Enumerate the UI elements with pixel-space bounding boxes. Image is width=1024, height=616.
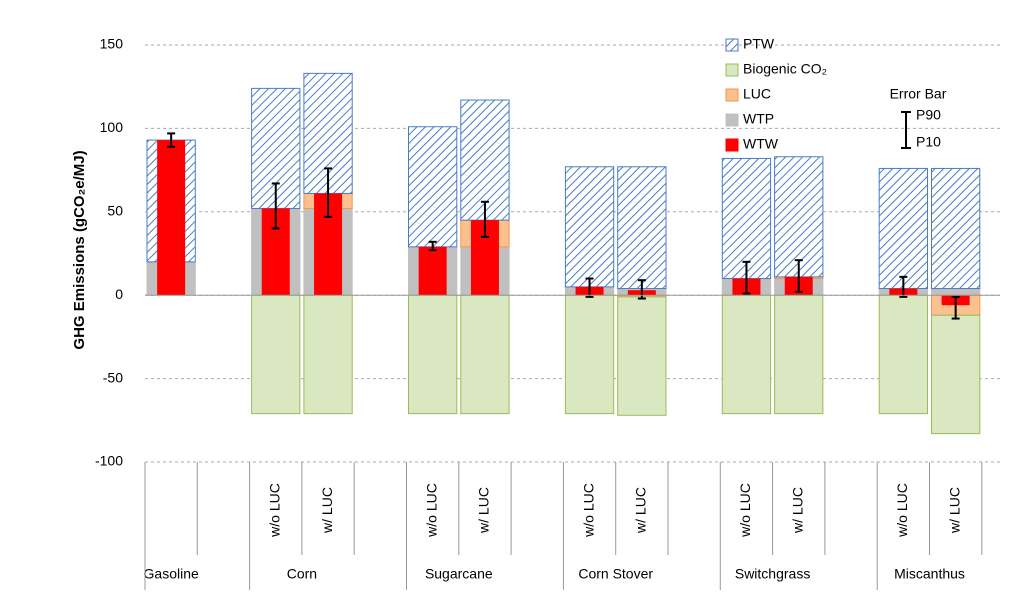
legend-swatch	[725, 38, 739, 52]
error-bar	[899, 275, 908, 298]
bar-segment	[721, 157, 772, 280]
legend-swatch	[725, 88, 739, 102]
x-tick-label: w/ LUC	[476, 487, 492, 534]
legend-label: LUC	[743, 86, 771, 102]
bar-segment	[460, 99, 510, 221]
error-bar	[324, 167, 333, 218]
error-bar	[742, 260, 751, 295]
error-bar	[167, 132, 176, 148]
bar-segment	[460, 294, 510, 415]
legend-swatch	[725, 63, 739, 77]
x-tick-label: w/ LUC	[789, 487, 805, 534]
y-tick-label: 50	[107, 203, 123, 219]
legend-label: Biogenic CO₂	[743, 61, 827, 77]
bar-segment	[564, 166, 615, 288]
bar-segment	[878, 167, 929, 290]
bar-segment	[617, 166, 667, 290]
group-label: Miscanthus	[894, 566, 965, 582]
x-tick-label: w/ LUC	[319, 487, 335, 534]
error-legend-low: P10	[916, 134, 941, 150]
legend-swatch	[725, 138, 739, 152]
error-legend-high: P90	[916, 107, 941, 123]
x-tick-label: w/ LUC	[633, 487, 649, 534]
x-tick-label: w/o LUC	[894, 483, 910, 538]
bar-segment	[774, 294, 824, 415]
error-bar	[794, 259, 803, 293]
y-tick-label: 0	[115, 286, 123, 302]
y-tick-label: 100	[100, 119, 124, 135]
group-label: Corn	[287, 566, 317, 582]
wtw-bar	[418, 246, 447, 296]
bar-segment	[617, 296, 667, 416]
y-tick-label: -100	[95, 453, 123, 469]
x-tick-label: w/ LUC	[946, 487, 962, 534]
error-bar	[585, 277, 594, 298]
bar-segment	[931, 167, 981, 290]
bar-segment	[251, 294, 301, 415]
group-label: Sugarcane	[425, 566, 493, 582]
error-legend-title: Error Bar	[890, 86, 947, 102]
error-bar	[428, 240, 437, 252]
x-tick-label: w/o LUC	[423, 483, 439, 538]
bar-segment	[931, 314, 981, 435]
y-axis-title: GHG Emissions (gCO₂e/MJ)	[71, 150, 88, 349]
y-tick-label: 150	[100, 36, 124, 52]
x-tick-label: w/o LUC	[580, 483, 596, 538]
bar-segment	[564, 294, 615, 415]
bar-segment	[303, 294, 353, 415]
bar-segment	[931, 288, 981, 296]
legend-label: WTW	[743, 136, 779, 152]
legend-label: WTP	[743, 111, 774, 127]
legend-label: PTW	[743, 36, 775, 52]
bar-segment	[721, 294, 772, 415]
legend-swatch	[725, 113, 739, 127]
x-tick-label: w/o LUC	[266, 483, 282, 538]
bar-segment	[408, 294, 458, 415]
bar-segment	[774, 156, 824, 278]
bar-segment	[408, 126, 458, 248]
y-tick-label: -50	[103, 369, 123, 385]
group-label: Gasoline	[144, 566, 199, 582]
wtw-bar	[157, 140, 186, 296]
error-bar	[951, 295, 960, 320]
x-tick-label: w/o LUC	[737, 483, 753, 538]
error-bar	[480, 200, 489, 238]
error-bar	[271, 182, 280, 230]
bar-segment	[878, 294, 929, 415]
group-label: Switchgrass	[735, 566, 810, 582]
group-label: Corn Stover	[578, 566, 653, 582]
